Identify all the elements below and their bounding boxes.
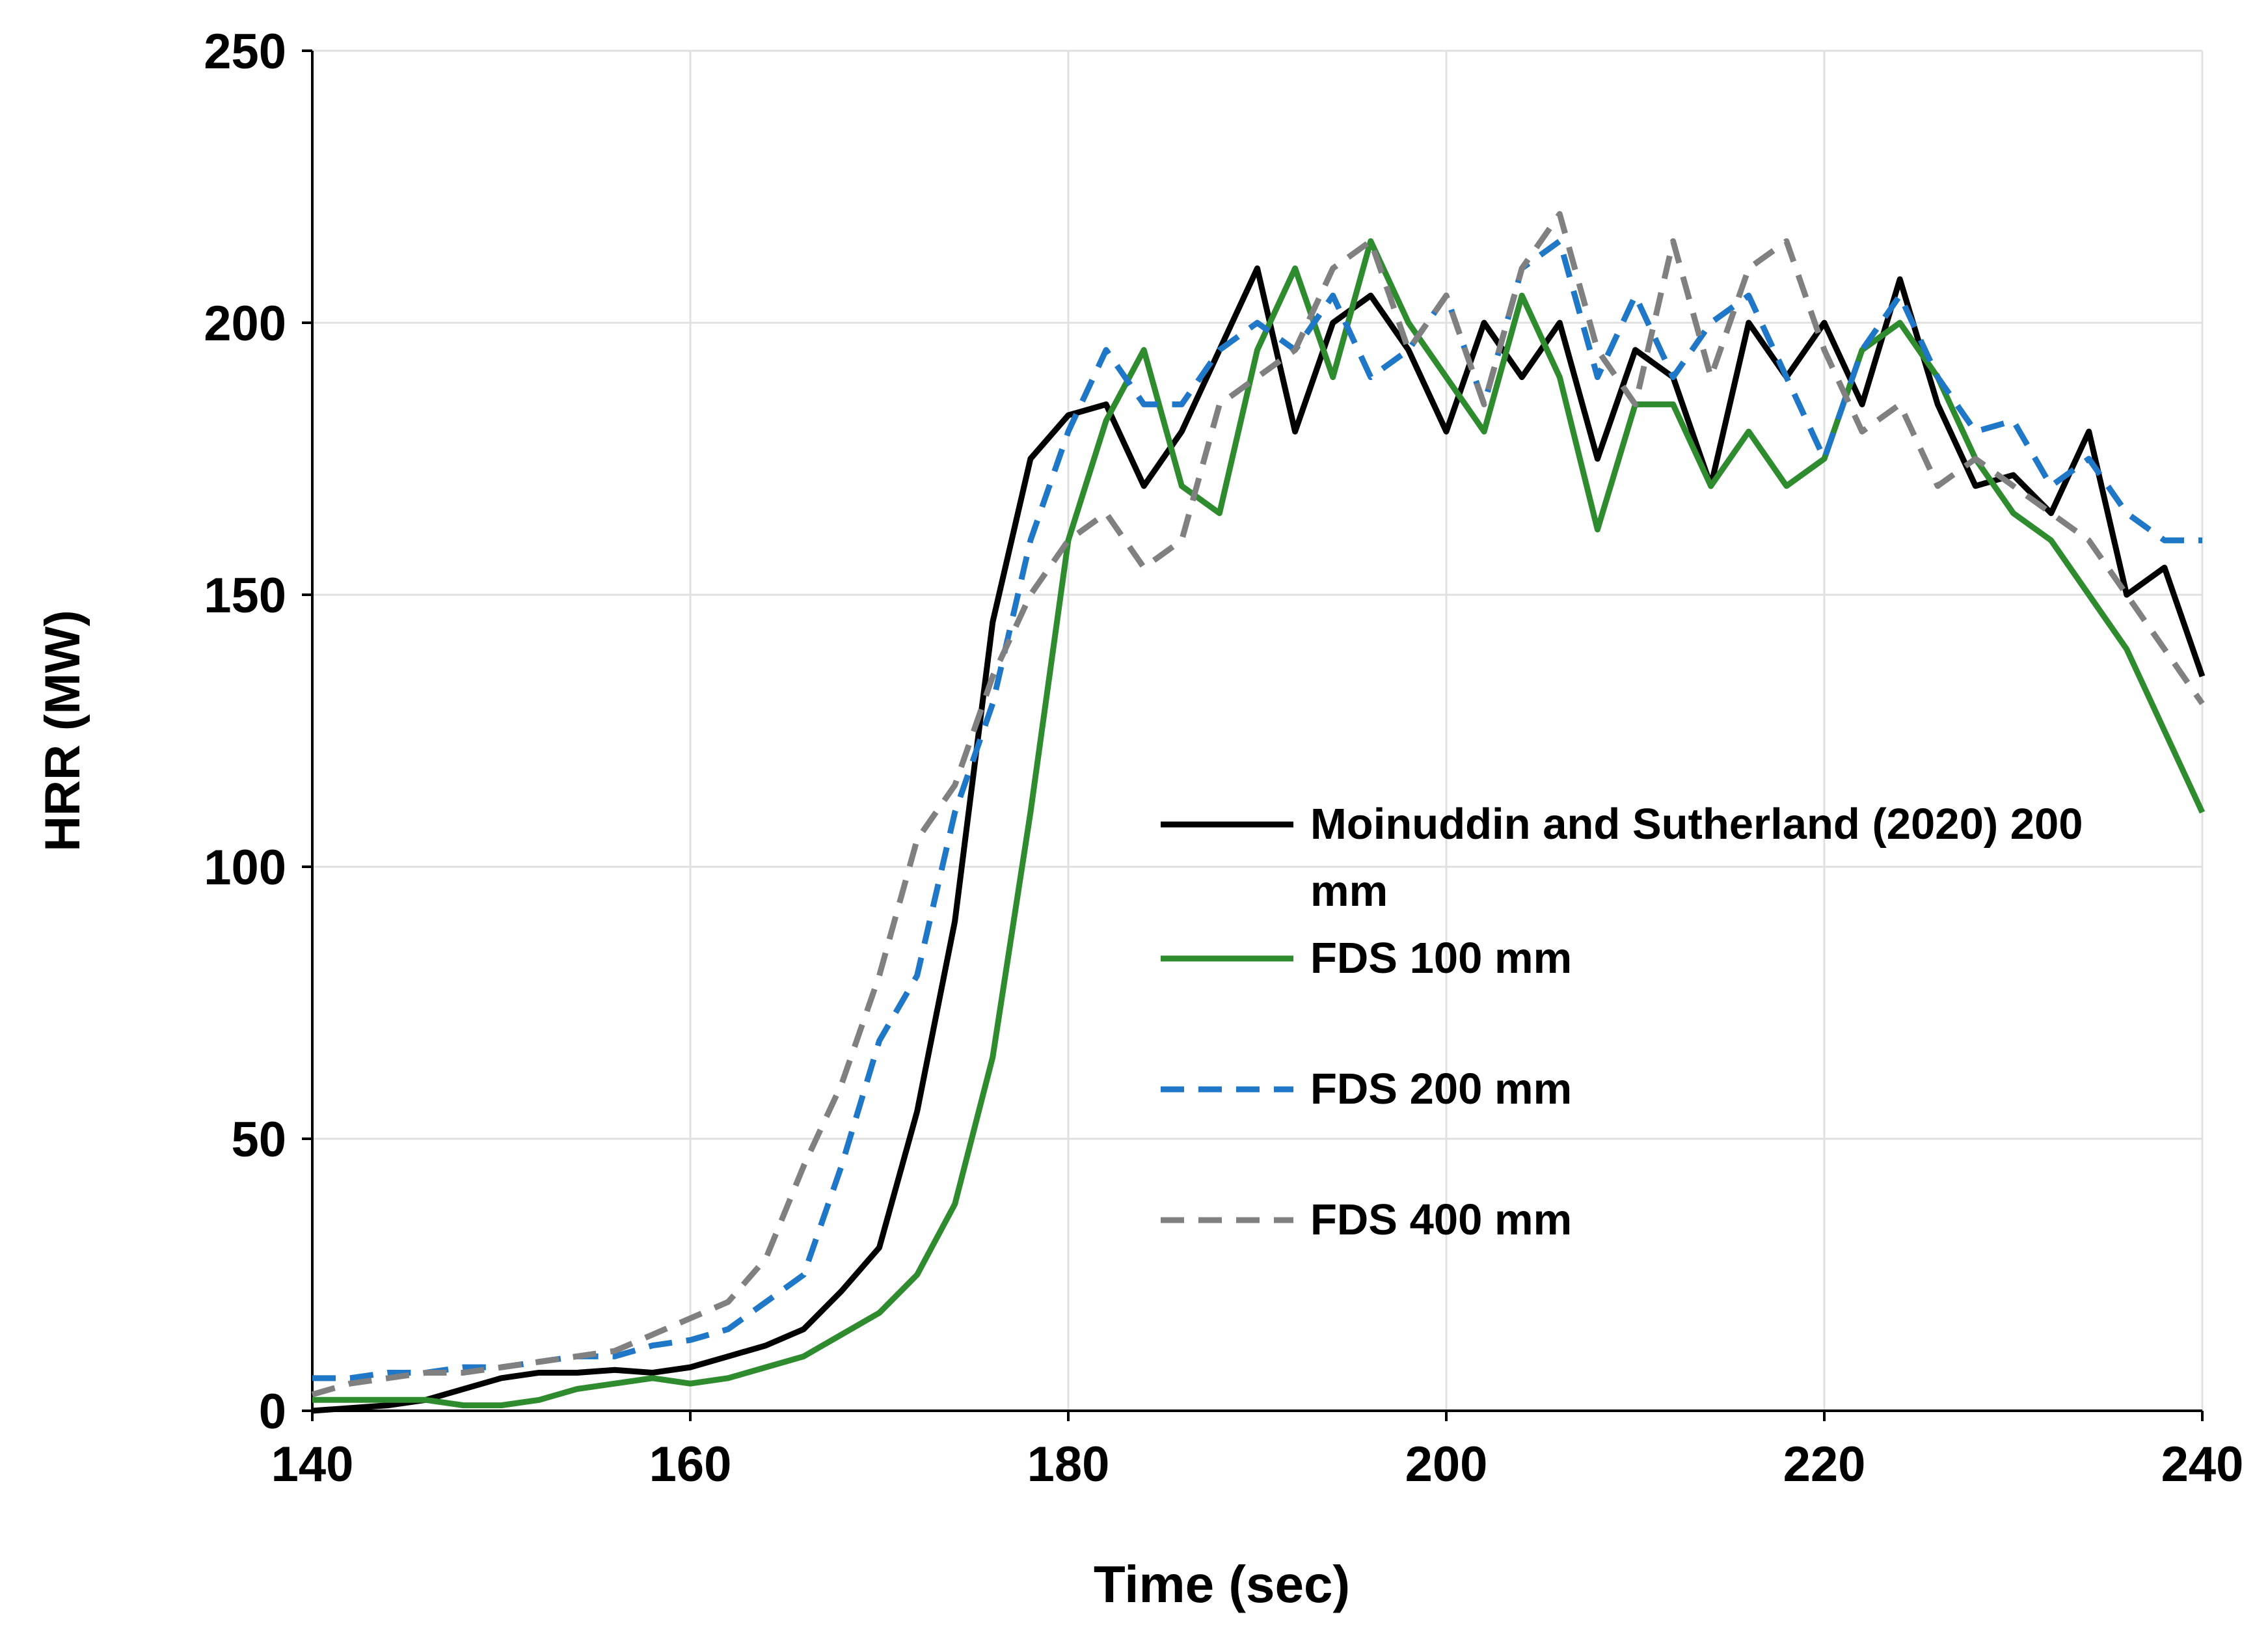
legend-swatch [1161, 1086, 1293, 1093]
legend-entry: FDS 400 mm [1158, 1186, 2091, 1253]
y-tick-label: 150 [204, 568, 286, 623]
legend-label: FDS 100 mm [1310, 934, 1573, 983]
x-tick-label: 180 [1027, 1437, 1110, 1492]
y-tick-label: 250 [204, 24, 286, 79]
legend-label: FDS 200 mm [1310, 1065, 1573, 1113]
x-tick-label: 140 [271, 1437, 354, 1492]
x-tick-label: 200 [1405, 1437, 1488, 1492]
x-axis-title: Time (sec) [1094, 1555, 1350, 1613]
legend-label: FDS 400 mm [1310, 1195, 1573, 1244]
y-tick-label: 0 [259, 1384, 286, 1439]
legend-swatch [1161, 955, 1293, 962]
x-tick-label: 160 [649, 1437, 732, 1492]
x-tick-label: 240 [2161, 1437, 2244, 1492]
line-series [311, 211, 2205, 1398]
x-tick-label: 220 [1783, 1437, 1866, 1492]
y-axis-title: HRR (MW) [35, 610, 90, 851]
legend-label: Moinuddin and Sutherland (2020) 200 mm [1310, 800, 2083, 916]
legend-swatch [1161, 1217, 1293, 1223]
legend-entry: Moinuddin and Sutherland (2020) 200 mm [1158, 791, 2091, 925]
legend-swatch [1161, 821, 1293, 828]
y-tick-label: 200 [204, 296, 286, 351]
line-series [312, 238, 2206, 1409]
line-series [312, 238, 2202, 1382]
line-series [312, 265, 2206, 1414]
y-tick-label: 50 [231, 1112, 286, 1167]
legend-entry: FDS 100 mm [1158, 925, 2091, 992]
y-tick-label: 100 [204, 840, 286, 895]
legend-entry: FDS 200 mm [1158, 1055, 2091, 1123]
